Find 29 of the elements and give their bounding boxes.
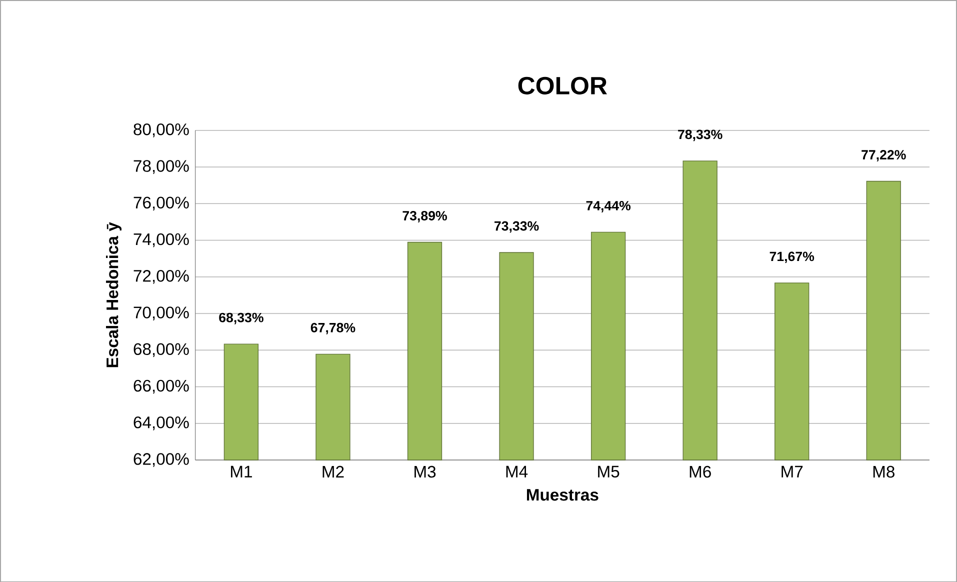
x-tick-label: M7: [782, 466, 803, 478]
data-label: 71,67%: [770, 252, 814, 263]
y-tick-label: 68,00%: [134, 343, 189, 357]
y-tick-label: 74,00%: [134, 233, 189, 247]
x-tick-label: M6: [690, 466, 711, 478]
x-tick-label: M1: [230, 466, 252, 478]
y-tick-label: 80,00%: [134, 123, 189, 138]
x-tick-label: M8: [873, 466, 894, 478]
data-label: 73,89%: [402, 210, 447, 222]
x-axis-title: Muestras: [526, 488, 598, 501]
y-tick-label: 64,00%: [134, 416, 189, 430]
y-axis-title: Escala Hedonica ȳ: [106, 222, 122, 367]
data-label: 77,22%: [862, 150, 906, 162]
y-tick-label: 70,00%: [134, 306, 189, 320]
chart-title: COLOR: [518, 76, 607, 94]
data-label: 74,44%: [586, 200, 631, 212]
y-tick-label: 76,00%: [134, 196, 189, 210]
data-label: 68,33%: [219, 312, 264, 324]
y-tick-label: 72,00%: [134, 270, 189, 284]
x-tick-label: M3: [414, 466, 436, 478]
y-tick-label: 78,00%: [134, 160, 189, 174]
x-tick-label: M4: [506, 466, 528, 478]
data-label: 67,78%: [310, 322, 356, 334]
y-tick-label: 62,00%: [134, 452, 189, 467]
y-tick-label: 66,00%: [134, 380, 189, 394]
x-tick-label: M5: [598, 466, 620, 478]
data-label: 78,33%: [678, 130, 722, 141]
data-label: 73,33%: [494, 221, 539, 232]
x-tick-label: M2: [322, 466, 344, 478]
